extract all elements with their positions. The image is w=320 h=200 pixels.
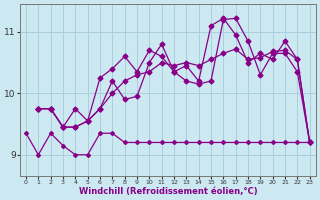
X-axis label: Windchill (Refroidissement éolien,°C): Windchill (Refroidissement éolien,°C) xyxy=(78,187,257,196)
